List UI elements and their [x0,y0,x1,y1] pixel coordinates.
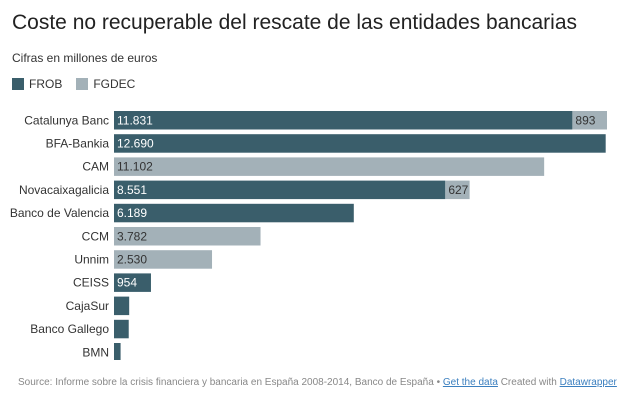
legend-label-frob: FROB [29,77,63,91]
bar-fgdec-unnim [114,250,213,269]
created-with-text: Created with [497,377,560,388]
data-label-fgdec-novacaixagalicia: 627 [448,183,468,197]
chart-title: Coste no recuperable del rescate de las … [12,11,578,34]
category-label-bfa-bankia: BFA-Bankia [46,136,110,150]
category-label-ccm: CCM [82,229,109,243]
category-label-ceiss: CEISS [73,276,109,290]
category-label-unnim: Unnim [74,252,109,266]
data-label-frob-catalunya-banc: 11.831 [117,113,153,127]
category-label-cajasur: CajaSur [66,299,109,313]
bar-frob-bfa-bankia [114,134,606,153]
footer-separator: • [433,377,443,388]
bar-frob-cajasur [114,296,130,316]
datawrapper-link[interactable]: Datawrapper [559,377,617,388]
legend-item-fgdec: FGDEC [76,77,135,91]
category-label-bmn: BMN [82,345,109,359]
bar-frob-bmn [114,343,121,362]
legend-swatch-frob [12,78,24,90]
data-label-frob-bfa-bankia: 12.690 [117,136,154,150]
data-label-frob-novacaixagalicia: 8.551 [117,183,147,197]
source-note: Source: Informe sobre la crisis financie… [18,377,434,388]
bar-frob-banco-gallego [114,319,129,339]
chart-legend: FROB FGDEC [12,76,149,92]
bar-chart-svg: Catalunya Banc 11.831 893 BFA-Bankia 12.690 C… [10,111,607,362]
data-label-fgdec-catalunya-banc: 893 [575,113,595,127]
category-label-cam: CAM [82,160,109,174]
chart-subtitle: Cifras en millones de euros [12,51,158,65]
bar-frob-banco-de-valencia [114,203,354,223]
bar-fgdec-catalunya-banc [572,111,607,130]
bar-fgdec-cam [114,157,545,176]
data-label-fgdec-cam: 11.102 [117,160,153,174]
data-label-fgdec-ccm: 3.782 [117,229,147,243]
data-label-frob-ceiss: 954 [117,276,137,290]
legend-item-frob: FROB [12,77,62,91]
legend-label-fgdec: FGDEC [93,77,136,91]
data-label-fgdec-unnim: 2.530 [117,252,147,266]
bar-chart: Catalunya Banc 11.831 893 BFA-Bankia 12.690 C… [0,100,640,362]
category-label-banco-gallego: Banco Gallego [30,322,109,336]
chart-footer: Source: Informe sobre la crisis financie… [18,377,633,388]
bar-frob-catalunya-banc [114,111,573,130]
category-label-catalunya-banc: Catalunya Banc [24,113,109,127]
bar-fgdec-ccm [114,227,261,246]
bar-frob-ceiss [114,273,151,292]
bar-frob-novacaixagalicia [114,180,446,200]
legend-swatch-fgdec [76,78,89,90]
category-label-novacaixagalicia: Novacaixagalicia [19,183,109,197]
data-label-frob-banco-de-valencia: 6.189 [117,206,147,220]
category-label-banco-de-valencia: Banco de Valencia [10,206,110,220]
get-data-link[interactable]: Get the data [442,377,498,388]
bar-fgdec-novacaixagalicia [445,180,470,200]
